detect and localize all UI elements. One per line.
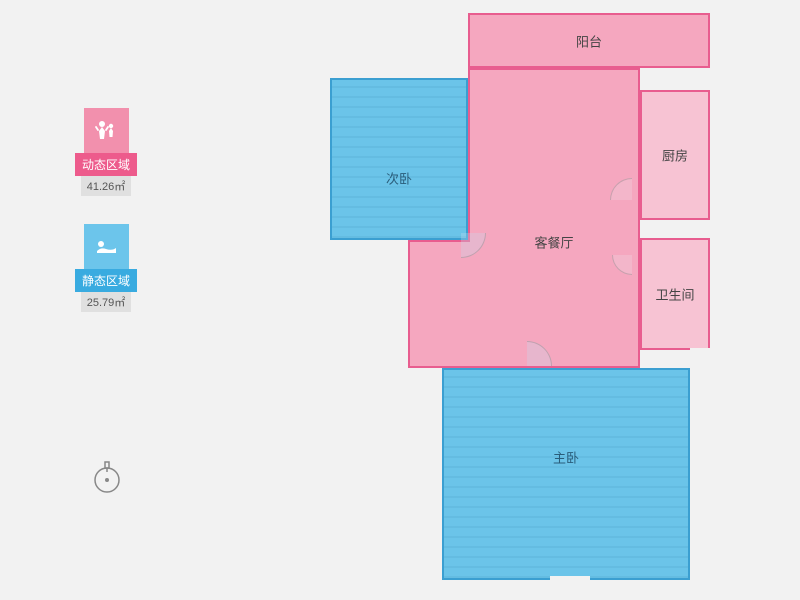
legend-static: 静态区域 25.79㎡ <box>75 224 137 312</box>
room-label: 阳台 <box>576 31 602 50</box>
room-kitchen: 厨房 <box>640 90 710 220</box>
legend-static-value: 25.79㎡ <box>81 292 131 312</box>
room-bathroom: 卫生间 <box>640 238 710 350</box>
legend-dynamic: 动态区域 41.26㎡ <box>75 108 137 196</box>
room-balcony: 阳台 <box>468 13 710 68</box>
room-label: 客餐厅 <box>534 232 573 251</box>
wall-gap <box>550 576 590 582</box>
room-living-extension <box>408 240 470 368</box>
room-label: 卫生间 <box>655 285 694 304</box>
room-label: 主卧 <box>553 448 579 467</box>
people-icon <box>84 108 129 153</box>
legend-static-title: 静态区域 <box>75 269 137 292</box>
seam <box>466 242 472 366</box>
legend-dynamic-title: 动态区域 <box>75 153 137 176</box>
legend-dynamic-value: 41.26㎡ <box>81 176 131 196</box>
room-living: 客餐厅 <box>468 68 640 368</box>
floorplan: 次卧 客餐厅 阳台 厨房 卫生间 主卧 <box>330 13 735 580</box>
wall-gap <box>690 348 712 352</box>
room-label: 厨房 <box>662 146 688 165</box>
rest-icon <box>84 224 129 269</box>
compass-icon <box>92 460 122 495</box>
room-label: 次卧 <box>386 168 412 187</box>
room-master-bedroom: 主卧 <box>442 368 690 580</box>
legend-panel: 动态区域 41.26㎡ 静态区域 25.79㎡ <box>75 108 137 340</box>
room-secondary-bedroom: 次卧 <box>330 78 468 240</box>
